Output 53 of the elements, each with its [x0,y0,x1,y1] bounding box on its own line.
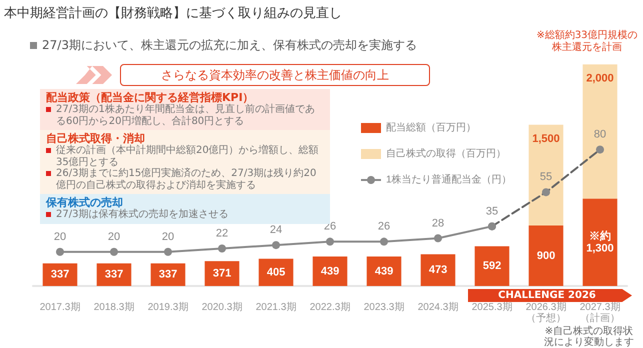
data-label: 2,000 [586,72,614,84]
note-box: 自己株式取得・消却 従来の計画（本中計期間中総額20億円）から増額し、総額35億円とする 26/3期までに約15億円実施済のため、27/3期は残り約20億円の自己株式の取得および消却を実施する [40,130,330,194]
x-tick-label: 2020.3期 [202,301,242,313]
data-label: 337 [104,268,124,281]
data-label: 337 [158,268,178,281]
annotation: 27/3期の1株あたり年間配当金は、見直し前の計画値である60円から20円増配し、合計80円とする [56,104,315,126]
text: ※自己株式の取得状況により変動します [543,326,635,348]
x-tick-label: 2025.3期 [472,301,512,313]
data-label: 20 [162,230,174,243]
data-label: 28 [432,217,444,230]
data-label: 26 [378,220,390,233]
annotation: 配当政策（配当金に関する経営指標KPI） [46,91,255,104]
data-label: 592 [482,260,502,272]
data-label: 337 [50,268,70,281]
legend-label: 自己株式の取得（百万円） [386,148,506,160]
x-tick-label: 2017.3期 [40,301,80,313]
data-label: 80 [594,128,606,141]
legend-label: 配当総額（百万円） [386,122,476,134]
chart-title: 本中期経営計画の【財務戦略】に基づく取り組みの見直し [4,5,342,22]
annotation: 26/3期までに約15億円実施済のため、27/3期は残り約20億円の自己株式の取得および消却を実施する [56,168,316,190]
data-label: 20 [108,230,120,243]
x-tick-label: 2021.3期 [256,301,296,313]
annotation: さらなる資本効率の改善と株主価値の向上 [120,64,430,86]
x-tick-label: 2024.3期 [418,301,458,313]
note-box: 保有株式の売却 27/3期は保有株式の売却を加速させる [40,194,330,224]
annotation: 従来の計画（本中計期間中総額20億円）から増額し、総額35億円とする [56,145,319,168]
data-label: 20 [54,230,66,243]
data-label: ※約1,300 [586,229,614,254]
x-tick-label: 2018.3期 [94,301,134,313]
annotation: 自己株式取得・消却 [46,132,145,145]
data-label: 473 [428,264,448,276]
note-box: 配当政策（配当金に関する経営指標KPI） 27/3期の1株あたり年間配当金は、見直し前の計画値である60円から20円増配し、合計80円とする [40,89,330,130]
data-label: 439 [320,265,340,278]
x-tick-label: 2022.3期 [310,301,350,313]
data-label: 24 [270,224,282,236]
data-label: 405 [266,266,286,278]
chart-subtitle: 27/3期において、株主還元の拡充に加え、保有株式の売却を実施する [42,37,417,54]
annotation: 27/3期は保有株式の売却を加速させる [56,209,228,220]
data-label: 900 [536,250,556,262]
data-label: 55 [540,171,552,184]
data-label: 371 [212,268,232,280]
data-label: 1,500 [532,132,560,145]
x-tick-label: 2023.3期 [364,301,404,313]
text: ※総額約33億円規模の株主還元を計画 [535,30,639,54]
x-tick-label: 2019.3期 [148,301,188,313]
legend-label: 1株当たり普通配当金（円） [386,174,512,186]
text: CHALLENGE 2026 [497,289,597,302]
data-label: 439 [374,265,394,278]
x-tick-label: 2027.3期（計画） [580,301,620,324]
x-tick-label: 2026.3期（予想） [526,301,566,324]
data-label: 35 [486,205,498,218]
annotation: 保有株式の売却 [46,196,123,209]
data-label: 22 [216,227,228,240]
